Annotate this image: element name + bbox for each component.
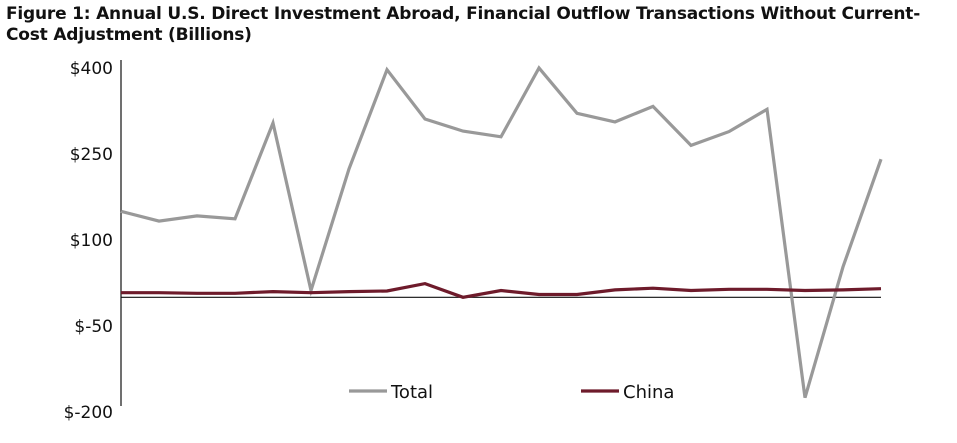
- series-line-total: [120, 65, 883, 399]
- y-tick-label: $400: [70, 59, 113, 79]
- y-tick-label: $250: [70, 145, 113, 165]
- series-lines: [120, 65, 883, 399]
- legend: Total China: [349, 382, 674, 403]
- y-tick-label: $-200: [64, 403, 113, 423]
- legend-label-china: China: [623, 382, 674, 403]
- y-axis: $400 $250 $100 $-50 $-200: [64, 59, 122, 423]
- legend-label-total: Total: [390, 382, 433, 403]
- y-tick-label: $-50: [74, 317, 113, 337]
- series-line-china: [121, 281, 882, 299]
- chart-title: Figure 1: Annual U.S. Direct Investment …: [6, 4, 921, 45]
- y-tick-label: $100: [70, 231, 113, 251]
